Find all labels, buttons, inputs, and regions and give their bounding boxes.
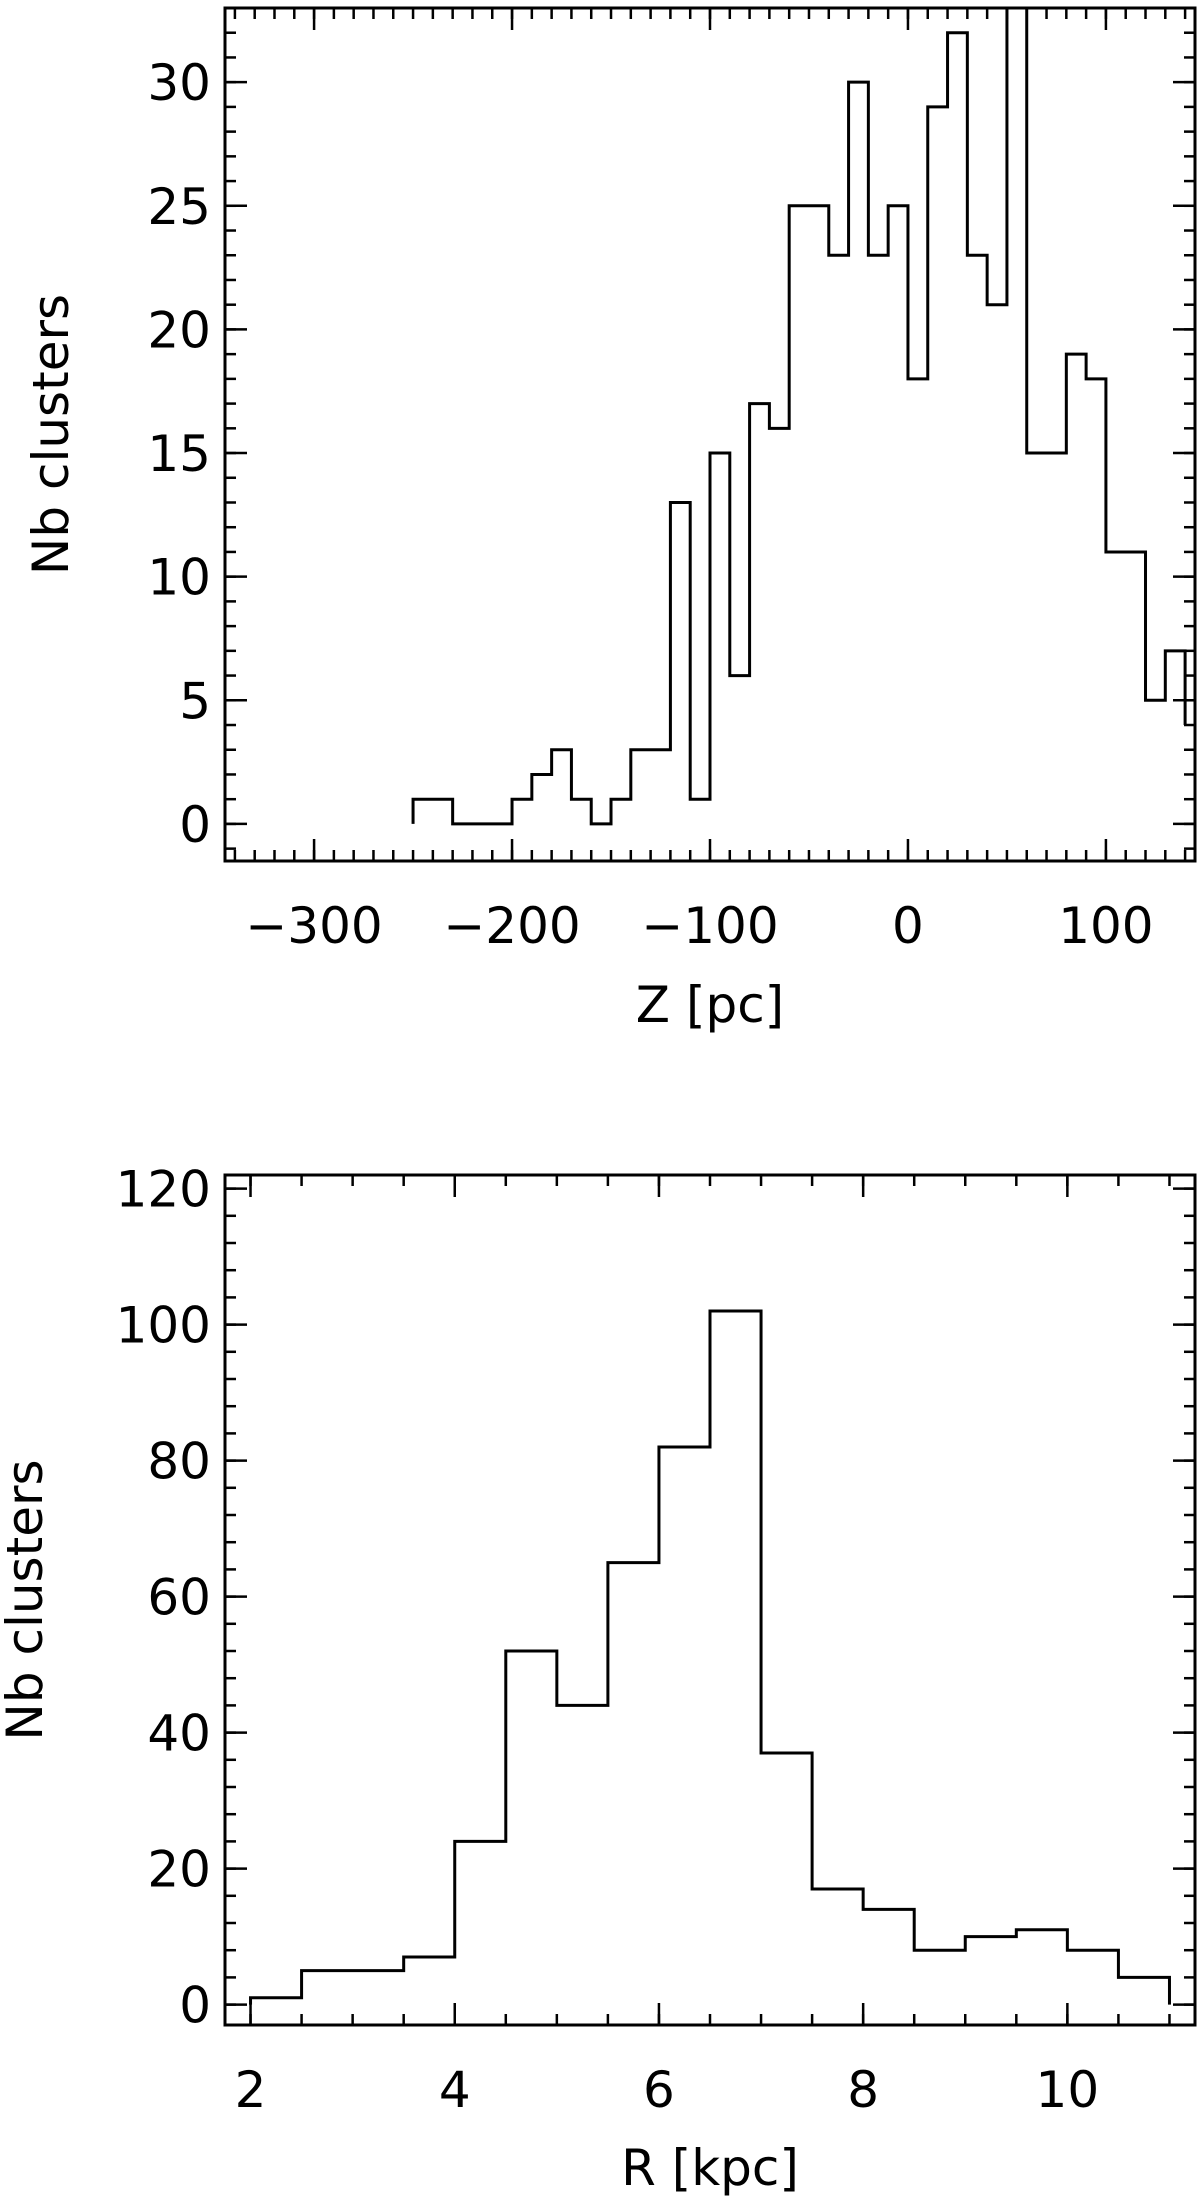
x-tick-label: 100 xyxy=(1058,897,1153,955)
y-tick-label: 40 xyxy=(147,1705,211,1763)
histogram-bin xyxy=(1106,552,1126,824)
histogram-bin xyxy=(1047,453,1067,824)
histogram-bin xyxy=(928,107,948,824)
y-tick-label: 60 xyxy=(147,1569,211,1627)
histogram-bin xyxy=(812,1889,863,2005)
histogram-bin xyxy=(948,33,968,824)
x-tick-label: 6 xyxy=(643,2061,675,2119)
histogram-bin xyxy=(1067,1950,1118,2004)
y-tick-label: 15 xyxy=(147,425,211,483)
histogram-bin xyxy=(413,799,433,824)
histogram-bin xyxy=(302,1971,353,2005)
histogram-bin xyxy=(651,750,671,824)
histogram-bin xyxy=(1016,1930,1067,2005)
histogram-bin xyxy=(809,206,829,824)
histogram-bin xyxy=(914,1950,965,2004)
histogram-bin xyxy=(849,82,869,824)
histogram-outline xyxy=(249,1309,1171,2005)
histogram-bin xyxy=(888,206,908,824)
histogram-bin xyxy=(659,1447,710,2005)
histogram-bin xyxy=(1118,1977,1169,2004)
histogram-bin xyxy=(1126,552,1146,824)
x-tick-label: 0 xyxy=(892,897,924,955)
histogram-bin xyxy=(690,799,710,824)
y-tick-label: 0 xyxy=(179,1977,211,2035)
histogram-bin xyxy=(1165,651,1185,824)
x-tick-label: 4 xyxy=(439,2061,471,2119)
histogram-bin xyxy=(908,379,928,824)
histogram-bin xyxy=(571,799,591,824)
histogram-bin xyxy=(532,774,552,823)
x-tick-label: 8 xyxy=(847,2061,879,2119)
y-axis-label: Nb clusters xyxy=(0,1459,54,1740)
y-axis-label: Nb clusters xyxy=(22,294,80,575)
histogram-bin xyxy=(631,750,651,824)
histogram-bin xyxy=(251,1998,302,2005)
y-tick-label: 120 xyxy=(116,1161,211,1219)
y-tick-label: 20 xyxy=(147,301,211,359)
y-tick-label: 0 xyxy=(179,796,211,854)
histogram-bin xyxy=(552,750,572,824)
histogram-bin xyxy=(750,404,770,824)
histogram-bin xyxy=(863,1909,914,2004)
histogram-bin xyxy=(557,1705,608,2004)
histogram-bin xyxy=(965,1937,1016,2005)
histogram-bin xyxy=(769,428,789,824)
x-tick-label: −300 xyxy=(245,897,382,955)
histogram-bin xyxy=(506,1651,557,2005)
y-tick-label: 20 xyxy=(147,1841,211,1899)
x-tick-label: −200 xyxy=(443,897,580,955)
z-distribution-panel: −300 −200 −100 0 100 0 5 10 15 20 25 30 Z [pc] Nb clu… xyxy=(22,0,1197,1034)
histogram-bars xyxy=(411,0,1187,826)
y-tick-label: 5 xyxy=(179,672,211,730)
histogram-bin xyxy=(1007,0,1027,824)
y-tick-label: 25 xyxy=(147,178,211,236)
x-tick-label: −100 xyxy=(641,897,778,955)
histogram-bin xyxy=(730,676,750,824)
histogram-bin xyxy=(868,255,888,824)
y-tick-label: 80 xyxy=(147,1433,211,1491)
histogram-bars xyxy=(249,1309,1171,2005)
histogram-bin xyxy=(829,255,849,824)
y-tick-label: 30 xyxy=(147,54,211,112)
histogram-bin xyxy=(1086,379,1106,824)
histogram-bin xyxy=(353,1971,404,2005)
histogram-bin xyxy=(1027,453,1047,824)
histogram-bin xyxy=(987,305,1007,824)
histogram-bin xyxy=(512,799,532,824)
x-axis-label: Z [pc] xyxy=(636,976,784,1034)
x-tick-label: 2 xyxy=(235,2061,267,2119)
histogram-bin xyxy=(710,453,730,824)
histogram-bin xyxy=(404,1957,455,2005)
x-axis-label: R [kpc] xyxy=(621,2139,799,2197)
histogram-bin xyxy=(611,799,631,824)
histogram-outline xyxy=(411,8,1187,826)
histogram-bin xyxy=(1146,700,1166,824)
histogram-bin xyxy=(433,799,453,824)
histogram-bin xyxy=(710,1311,761,2005)
y-tick-label: 100 xyxy=(116,1297,211,1355)
histogram-bin xyxy=(455,1841,506,2004)
histogram-bin xyxy=(608,1563,659,2005)
histogram-bin xyxy=(967,255,987,824)
histogram-bin xyxy=(789,206,809,824)
histogram-bin xyxy=(670,502,690,823)
histogram-bin xyxy=(1066,354,1086,824)
y-tick-label: 10 xyxy=(147,549,211,607)
x-tick-label: 10 xyxy=(1036,2061,1100,2119)
histogram-bin xyxy=(761,1753,812,2005)
